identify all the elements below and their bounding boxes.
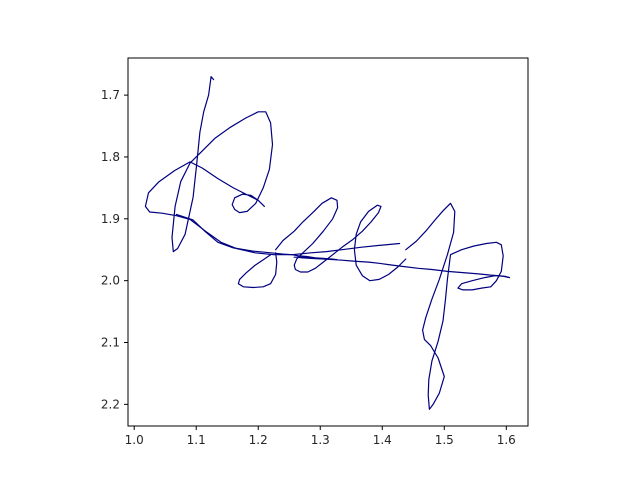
x-tick-label: 1.3 [311, 433, 330, 447]
y-tick-label: 1.9 [101, 212, 120, 226]
x-axis: 1.0 1.1 1.2 1.3 1.4 1.5 1.6 [125, 426, 516, 447]
y-tick-label: 1.7 [101, 88, 120, 102]
y-tick-label: 2.1 [101, 336, 120, 350]
series-line-4 [275, 197, 407, 282]
series-line-3 [237, 252, 278, 289]
y-tick-label: 1.8 [101, 150, 120, 164]
x-tick-label: 1.2 [249, 433, 268, 447]
x-tick-label: 1.5 [435, 433, 454, 447]
y-axis: 1.7 1.8 1.9 2.0 2.1 2.2 [101, 88, 128, 411]
series-line-1 [144, 75, 401, 256]
series-line-2 [175, 213, 510, 279]
y-tick-label: 2.0 [101, 274, 120, 288]
x-tick-label: 1.1 [187, 433, 206, 447]
plot-lines [144, 75, 510, 410]
y-tick-label: 2.2 [101, 397, 120, 411]
series-line-5 [405, 202, 510, 410]
axes-frame [127, 57, 529, 427]
x-tick-label: 1.6 [497, 433, 516, 447]
x-tick-label: 1.0 [125, 433, 144, 447]
x-tick-label: 1.4 [373, 433, 392, 447]
